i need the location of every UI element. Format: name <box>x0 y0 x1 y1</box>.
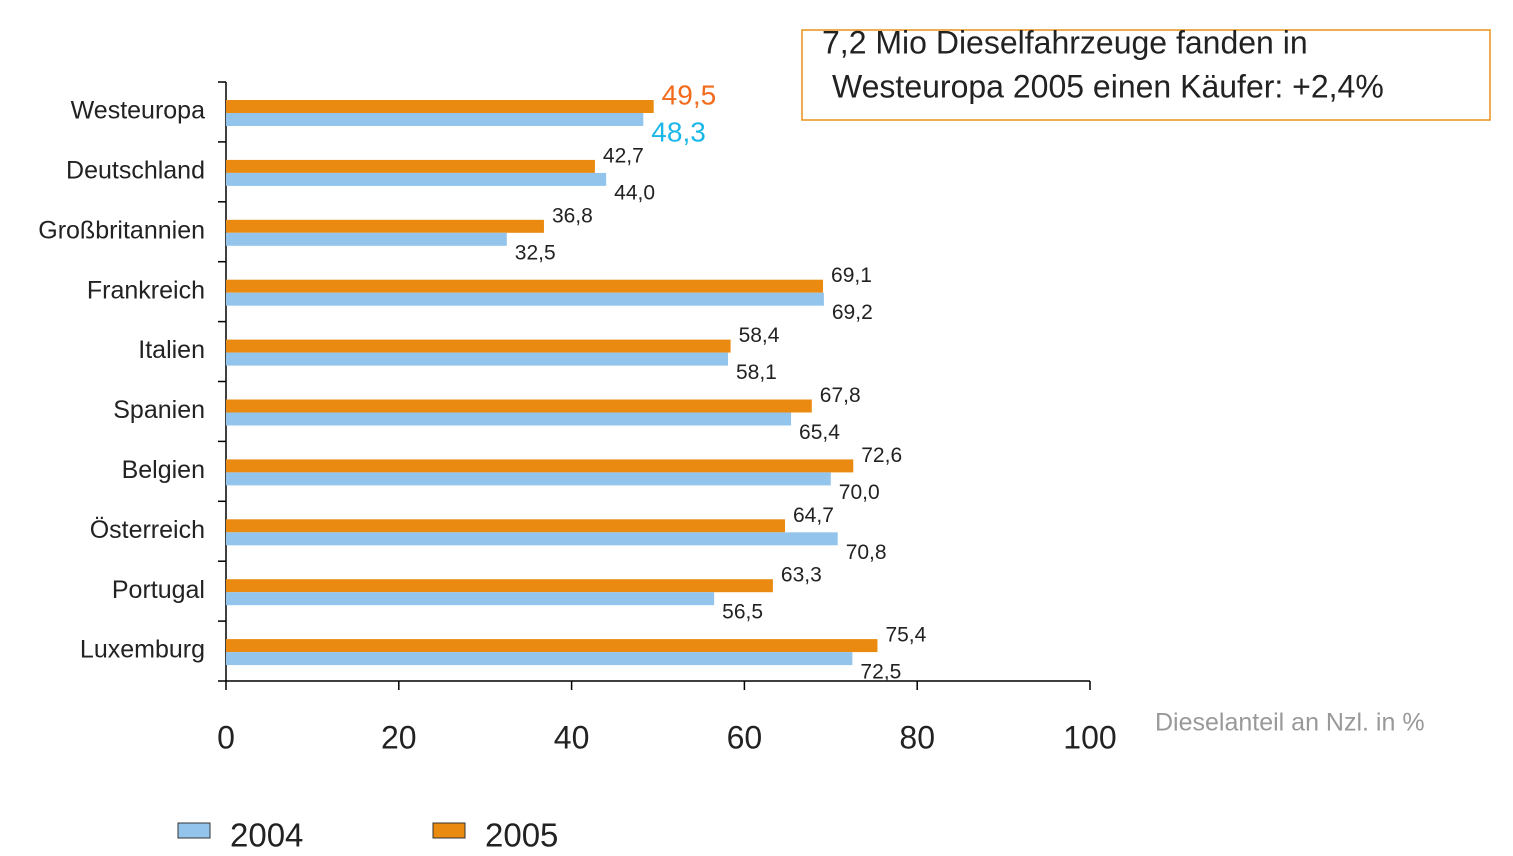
value-label: 36,8 <box>552 204 593 227</box>
value-label: 69,2 <box>832 301 873 324</box>
value-label: 67,8 <box>820 384 861 407</box>
bar <box>226 172 607 186</box>
bar <box>226 279 824 293</box>
value-label: 56,5 <box>722 601 763 624</box>
category-label: Österreich <box>90 516 205 544</box>
bar <box>226 532 838 546</box>
legend-swatch <box>177 822 211 839</box>
value-label: 70,0 <box>839 481 880 504</box>
annotation-line: 7,2 Mio Dieselfahrzeuge fanden in <box>822 24 1308 60</box>
category-label: Spanien <box>113 396 205 424</box>
value-label: 32,5 <box>515 241 556 264</box>
annotation-box <box>801 29 1491 121</box>
value-label: 42,7 <box>603 144 644 167</box>
value-label: 44,0 <box>614 181 655 204</box>
x-tick-label: 80 <box>899 719 935 755</box>
bar <box>226 399 812 413</box>
value-label: 72,5 <box>860 661 901 684</box>
bar <box>226 232 507 246</box>
bar <box>226 352 728 366</box>
bar <box>226 339 731 353</box>
category-label: Luxemburg <box>80 636 205 664</box>
x-axis-label: Dieselanteil an Nzl. in % <box>1155 709 1425 737</box>
value-label: 70,8 <box>846 541 887 564</box>
category-label: Frankreich <box>87 276 205 304</box>
bar <box>226 219 544 233</box>
bar <box>226 579 773 593</box>
category-label: Portugal <box>112 576 205 604</box>
value-label: 58,1 <box>736 361 777 384</box>
x-tick-label: 100 <box>1063 719 1116 755</box>
x-tick-label: 20 <box>381 719 417 755</box>
bar <box>226 472 831 486</box>
value-label: 65,4 <box>799 421 840 444</box>
value-label: 75,4 <box>885 624 926 647</box>
category-label: Deutschland <box>66 156 205 184</box>
legend-label: 2005 <box>485 817 558 854</box>
category-label: Großbritannien <box>38 216 205 244</box>
value-label: 69,1 <box>831 264 872 287</box>
bar <box>226 292 824 306</box>
x-tick-label: 40 <box>554 719 590 755</box>
bar <box>226 113 644 126</box>
category-label: Westeuropa <box>71 97 205 125</box>
bar <box>226 592 715 606</box>
legend-label: 2004 <box>230 817 303 854</box>
value-label: 49,5 <box>662 79 717 110</box>
value-label: 48,3 <box>651 116 706 147</box>
legend-swatch <box>432 822 466 839</box>
x-tick-label: 0 <box>217 719 235 755</box>
value-label: 64,7 <box>793 504 834 527</box>
category-label: Belgien <box>122 456 205 484</box>
x-tick-label: 60 <box>727 719 763 755</box>
bar <box>226 412 792 426</box>
annotation-line: Westeuropa 2005 einen Käufer: +2,4% <box>832 68 1384 104</box>
bar <box>226 519 786 533</box>
bar <box>226 459 854 473</box>
bar <box>226 639 878 653</box>
bar <box>226 100 654 113</box>
bar <box>226 652 853 666</box>
value-label: 58,4 <box>739 324 780 347</box>
value-label: 72,6 <box>861 444 902 467</box>
bar <box>226 159 595 173</box>
category-label: Italien <box>138 336 205 364</box>
value-label: 63,3 <box>781 564 822 587</box>
